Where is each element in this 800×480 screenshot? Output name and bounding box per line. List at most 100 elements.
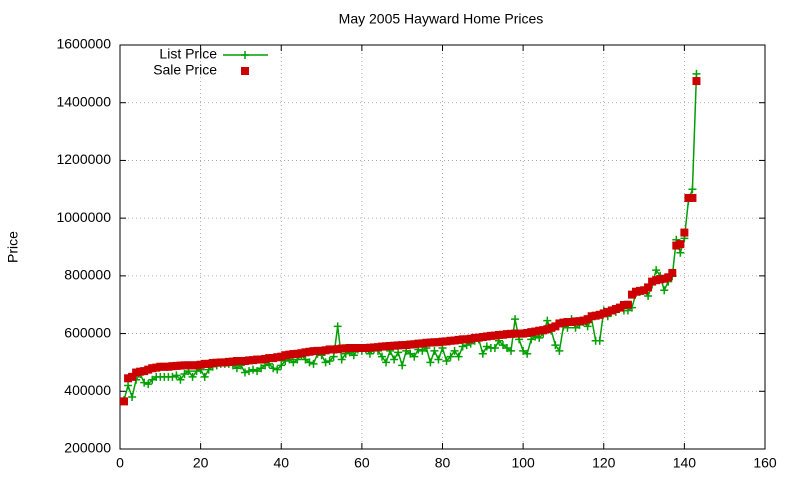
y-tick-label: 200000 xyxy=(64,440,111,456)
point-plus xyxy=(140,378,149,387)
point-square xyxy=(551,322,560,331)
point-plus xyxy=(595,336,604,345)
point-square xyxy=(575,317,584,326)
point-plus xyxy=(660,286,669,295)
point-plus xyxy=(148,375,157,384)
x-tick-label: 160 xyxy=(753,455,777,471)
point-square xyxy=(543,325,552,334)
point-square xyxy=(208,359,217,368)
point-plus xyxy=(394,348,403,357)
point-square xyxy=(184,361,193,370)
point-square xyxy=(507,329,516,338)
point-plus xyxy=(511,315,520,324)
point-square xyxy=(652,276,661,285)
point-square xyxy=(656,275,665,284)
point-square xyxy=(164,362,173,371)
point-plus xyxy=(535,333,544,342)
point-square xyxy=(273,353,282,362)
x-tick-label: 120 xyxy=(592,455,616,471)
point-square xyxy=(168,362,177,371)
point-square xyxy=(378,342,387,351)
y-tick-label: 800000 xyxy=(64,267,111,283)
point-square xyxy=(599,309,608,318)
point-square xyxy=(523,328,532,337)
point-square xyxy=(410,340,419,349)
point-square xyxy=(289,350,298,359)
point-plus xyxy=(321,358,330,367)
point-square xyxy=(180,361,189,370)
point-square xyxy=(668,268,677,277)
point-square xyxy=(305,347,314,356)
point-square xyxy=(265,354,274,363)
point-square xyxy=(216,358,225,367)
point-plus xyxy=(240,368,249,377)
point-plus xyxy=(172,371,181,380)
point-square xyxy=(200,359,209,368)
point-square xyxy=(196,360,205,369)
point-plus xyxy=(188,372,197,381)
point-square xyxy=(688,193,697,202)
x-tick-label: 80 xyxy=(435,455,451,471)
point-square xyxy=(325,345,334,354)
point-square xyxy=(587,312,596,321)
point-plus xyxy=(301,355,310,364)
point-plus xyxy=(688,185,697,194)
point-square xyxy=(361,344,370,352)
point-plus xyxy=(176,375,185,384)
point-square xyxy=(204,359,213,368)
point-square xyxy=(466,334,475,343)
point-square xyxy=(374,343,382,352)
point-square xyxy=(442,337,451,346)
point-square xyxy=(261,354,270,363)
point-square xyxy=(555,319,564,328)
point-square xyxy=(152,363,161,372)
plot-frame xyxy=(119,44,766,450)
point-square xyxy=(394,341,403,350)
point-square xyxy=(450,336,459,345)
point-square xyxy=(369,343,378,352)
point-square xyxy=(676,240,685,249)
point-plus xyxy=(390,355,399,364)
point-square xyxy=(390,341,399,350)
point-plus xyxy=(523,349,532,358)
point-square xyxy=(120,397,129,406)
point-plus xyxy=(337,355,346,364)
point-plus xyxy=(498,341,507,350)
point-square xyxy=(664,273,673,282)
point-square xyxy=(527,328,536,337)
point-plus xyxy=(398,361,407,370)
point-square xyxy=(160,362,169,371)
point-square xyxy=(245,356,253,365)
point-square xyxy=(128,372,137,381)
chart-title: May 2005 Hayward Home Prices xyxy=(339,11,544,27)
point-square xyxy=(559,318,568,327)
point-square xyxy=(156,362,165,371)
point-square xyxy=(571,317,580,326)
point-square xyxy=(345,344,354,352)
point-square xyxy=(365,343,374,352)
point-plus xyxy=(333,322,342,331)
point-square xyxy=(474,333,483,342)
point-square xyxy=(503,330,511,339)
point-square xyxy=(317,346,326,355)
point-square xyxy=(414,339,423,348)
point-square xyxy=(293,349,302,358)
point-square xyxy=(240,356,249,365)
y-tick-label: 600000 xyxy=(64,324,111,340)
point-square xyxy=(615,303,624,312)
point-square xyxy=(398,341,407,350)
point-square xyxy=(281,351,290,360)
point-square xyxy=(567,318,576,327)
point-square xyxy=(611,305,620,314)
point-plus xyxy=(426,358,435,367)
point-square xyxy=(329,345,338,354)
point-square xyxy=(309,347,318,356)
point-square xyxy=(406,340,415,349)
point-plus xyxy=(555,346,564,355)
point-square xyxy=(172,361,181,370)
point-square xyxy=(478,333,487,342)
point-square xyxy=(494,331,503,340)
point-square xyxy=(249,356,258,365)
x-tick-label: 0 xyxy=(116,455,124,471)
point-square xyxy=(648,277,657,286)
